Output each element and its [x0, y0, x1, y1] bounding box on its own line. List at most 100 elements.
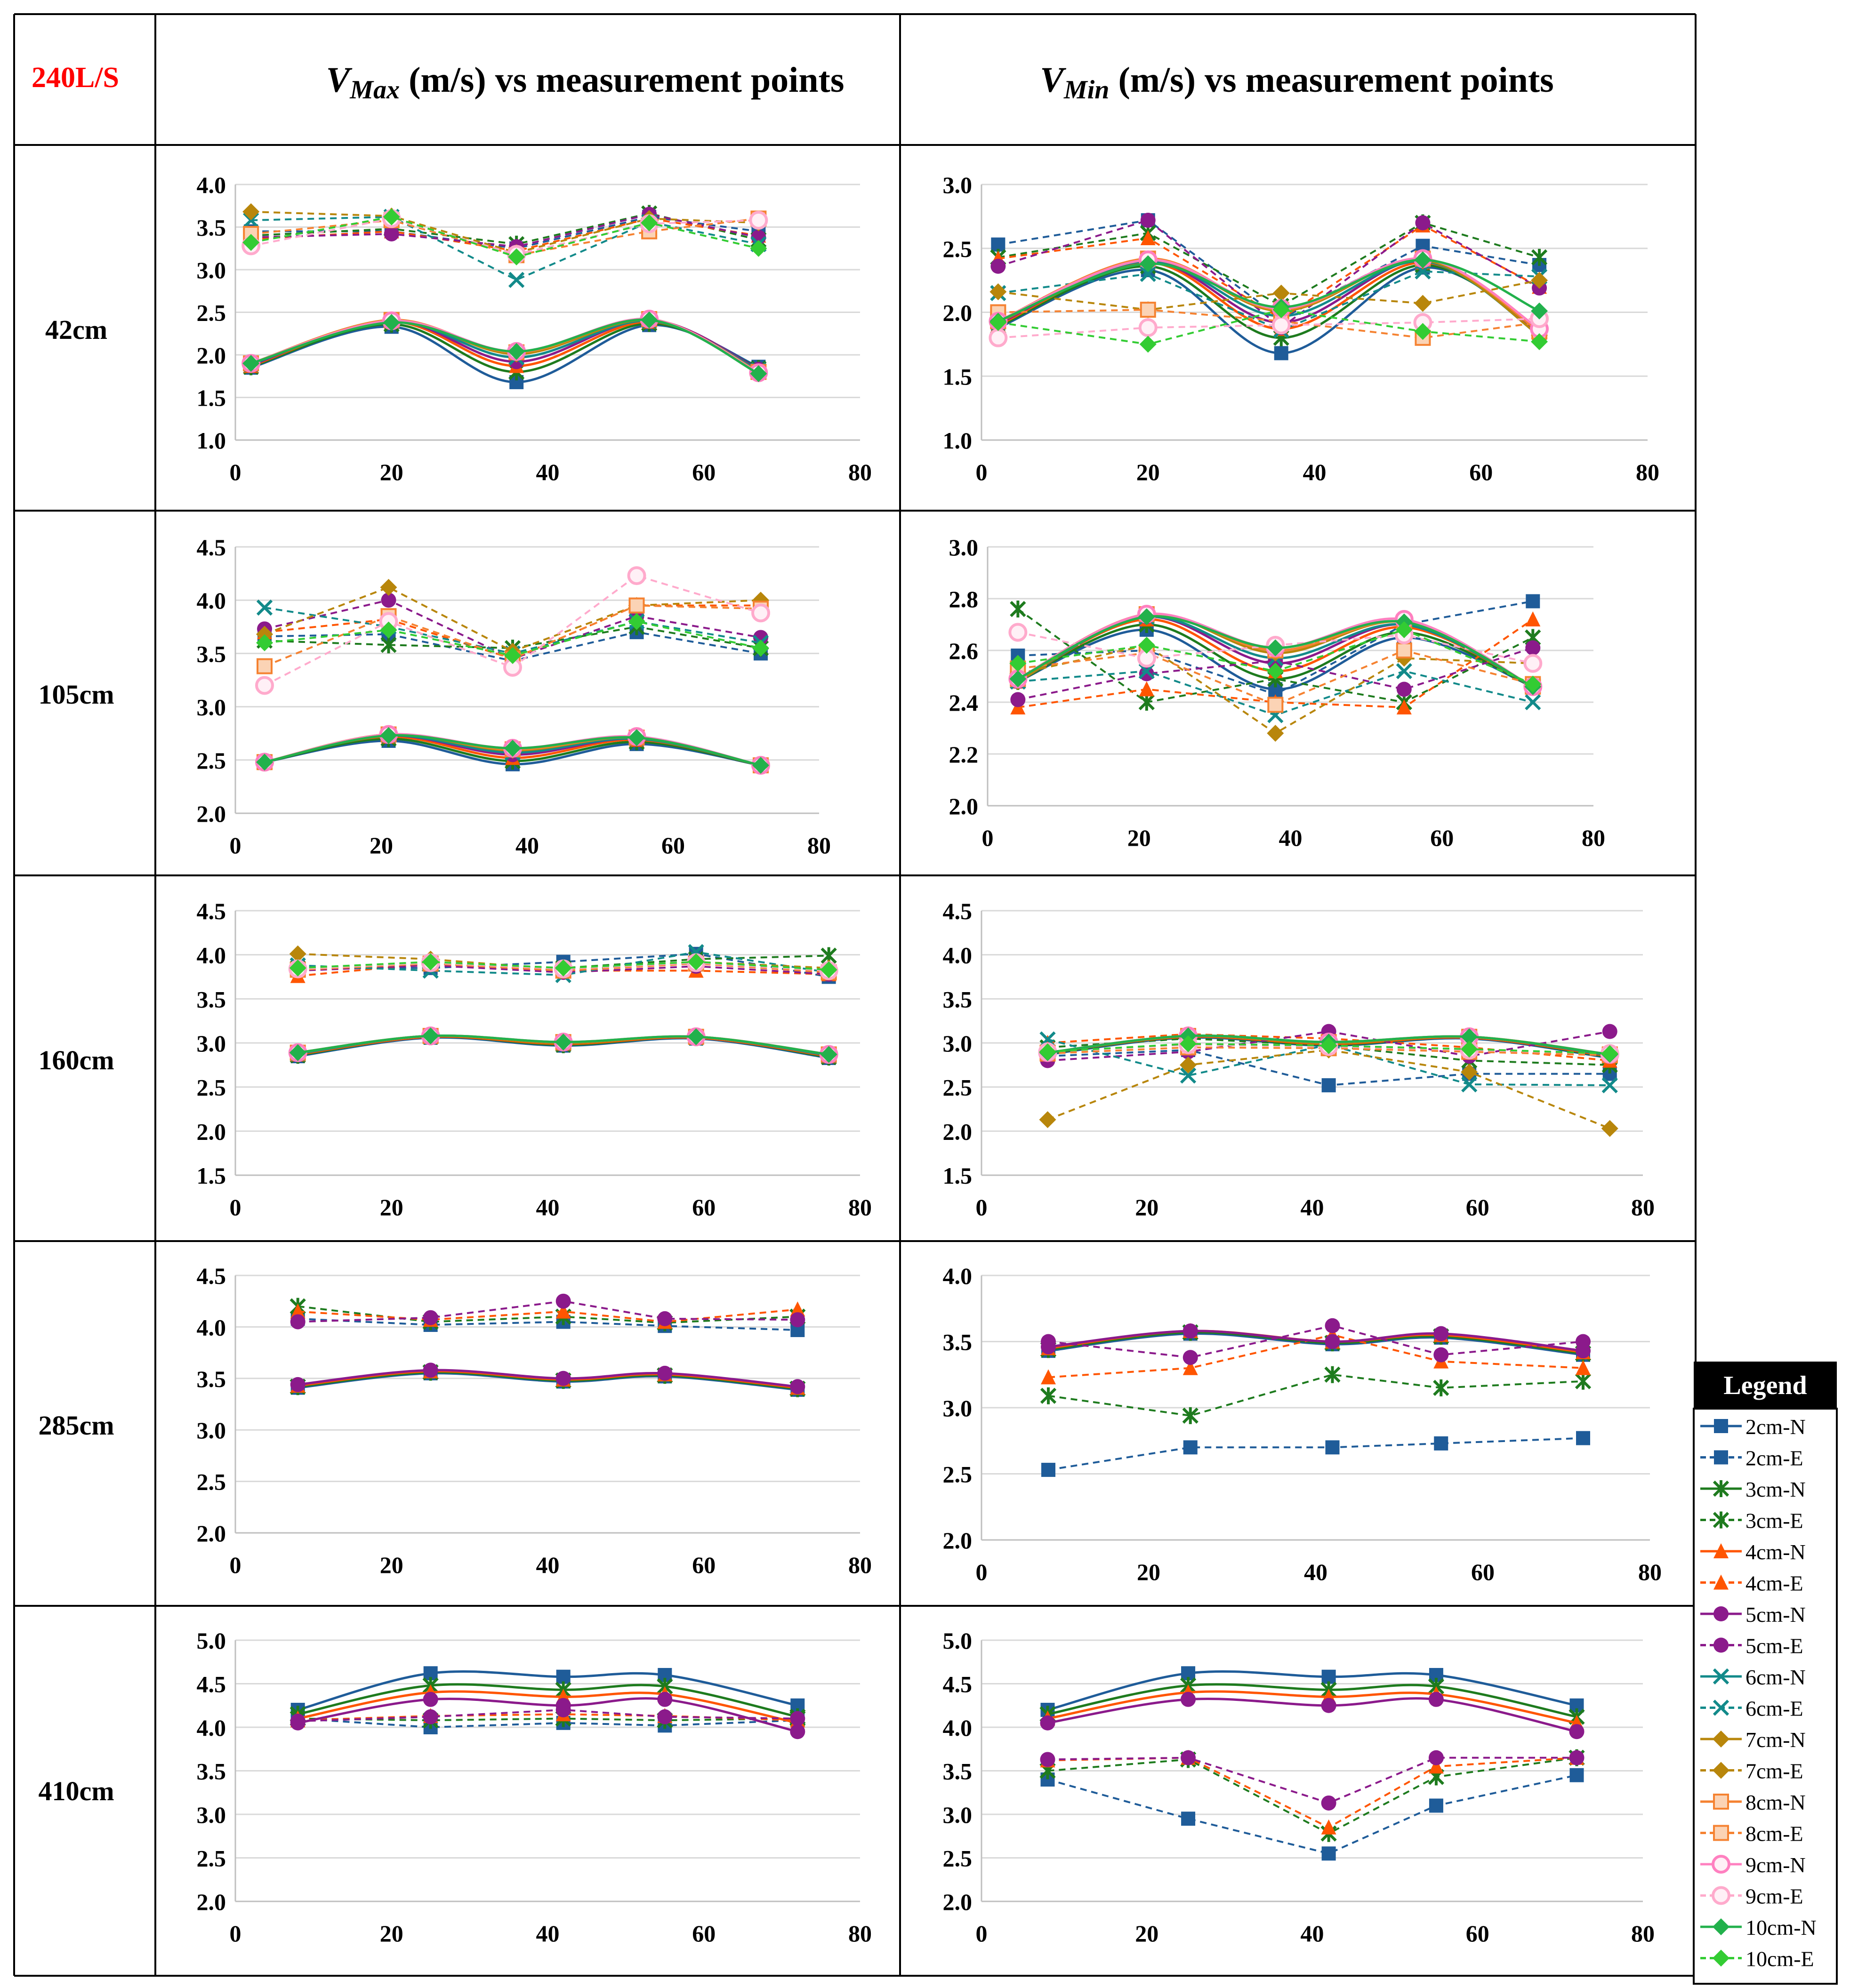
- data-point: [1396, 681, 1412, 697]
- chart-285cm-vmin: 2.0 2.5 3.0 3.5 4.0 0 20 40 60 80: [943, 1263, 1662, 1585]
- x-tick-label: 40: [1301, 1920, 1324, 1947]
- data-point: [1601, 1045, 1618, 1062]
- series-5cm-N: [1041, 1323, 1591, 1359]
- table-grid: [13, 13, 1697, 1977]
- data-point: [1138, 694, 1155, 711]
- legend-swatch-marker: [1713, 1511, 1729, 1529]
- x-tick-label: 60: [692, 1552, 716, 1578]
- data-point: [256, 634, 273, 651]
- data-point: [1415, 215, 1431, 231]
- vmin-sub: Min: [1063, 75, 1110, 104]
- legend-swatch-marker: [1713, 1699, 1729, 1716]
- x-tick-label: 60: [1430, 825, 1454, 851]
- x-tick-label: 20: [1136, 459, 1160, 485]
- series-line: [1047, 1756, 1577, 1829]
- x-tick-label: 80: [1636, 459, 1659, 485]
- series-4cm-E: [290, 1301, 805, 1329]
- y-tick-label: 4.0: [197, 1715, 226, 1741]
- data-point: [1325, 1334, 1340, 1349]
- data-point: [1139, 681, 1154, 697]
- x-tick-label: 60: [692, 1194, 716, 1220]
- data-point: [1181, 1691, 1196, 1707]
- row-label-105cm: 105cm: [38, 679, 114, 710]
- x-tick-label: 60: [1469, 459, 1493, 485]
- data-point: [555, 1303, 571, 1319]
- x-tick-label: 40: [536, 1920, 560, 1947]
- data-point: [1602, 1024, 1617, 1039]
- x-tick-label: 60: [1471, 1559, 1495, 1585]
- legend-item-2cm-E: 2cm-E: [1700, 1446, 1803, 1470]
- legend-label: 10cm-E: [1745, 1947, 1814, 1971]
- data-point: [790, 1301, 805, 1317]
- x-tick-label: 60: [692, 1920, 716, 1947]
- series-9cm-E: [255, 566, 770, 695]
- y-tick-label: 3.0: [943, 1802, 973, 1828]
- data-point: [1429, 1798, 1443, 1813]
- series-line: [251, 210, 759, 254]
- data-point: [422, 1027, 439, 1045]
- series-10cm-E: [1039, 1035, 1618, 1062]
- data-point: [1601, 1077, 1618, 1094]
- series-line: [1048, 1373, 1584, 1417]
- legend-item-3cm-N: 3cm-N: [1700, 1477, 1806, 1501]
- data-point: [1041, 1463, 1055, 1477]
- legend-swatch-marker: [1713, 1480, 1729, 1497]
- legend-label: 3cm-E: [1745, 1509, 1803, 1533]
- series-line: [298, 1308, 798, 1323]
- data-point: [555, 1034, 572, 1051]
- data-point: [555, 1702, 571, 1717]
- y-tick-label: 2.0: [197, 1889, 226, 1915]
- y-tick-label: 3.0: [197, 1802, 226, 1828]
- data-point: [257, 658, 273, 674]
- series-10cm-N: [256, 727, 769, 774]
- x-tick-label: 80: [848, 1194, 872, 1220]
- data-point: [380, 636, 397, 654]
- x-tick-label: 80: [1631, 1920, 1655, 1947]
- data-point: [380, 579, 397, 596]
- x-tick-label: 0: [230, 1194, 241, 1220]
- y-tick-label: 3.0: [197, 694, 226, 721]
- data-point: [1274, 346, 1288, 361]
- data-point: [290, 1314, 306, 1330]
- y-tick-label: 5.0: [197, 1627, 226, 1654]
- data-point: [1461, 1041, 1478, 1058]
- data-point: [1324, 1366, 1341, 1383]
- y-tick-label: 4.0: [943, 1263, 973, 1289]
- legend-label: 2cm-E: [1745, 1446, 1803, 1470]
- data-point: [1009, 655, 1027, 672]
- data-point: [423, 1691, 438, 1707]
- data-point: [749, 211, 768, 230]
- legend-item-9cm-E: 9cm-E: [1700, 1884, 1803, 1908]
- legend-item-9cm-N: 9cm-N: [1700, 1853, 1806, 1877]
- data-point: [1140, 230, 1156, 246]
- x-tick-label: 40: [536, 459, 560, 485]
- data-point: [1321, 1078, 1336, 1092]
- data-point: [256, 599, 273, 616]
- data-point: [1182, 1350, 1198, 1365]
- vmax-var: V: [326, 60, 353, 100]
- data-point: [1008, 623, 1028, 642]
- series-line: [998, 222, 1540, 307]
- legend-item-4cm-N: 4cm-N: [1700, 1540, 1806, 1564]
- chart-105cm-vmin: 2.0 2.2 2.4 2.6 2.8 3.0 0 20 40 60 80: [949, 534, 1606, 851]
- x-tick-label: 40: [1303, 459, 1327, 485]
- legend-item-7cm-N: 7cm-N: [1700, 1728, 1806, 1752]
- y-tick-label: 1.5: [943, 1162, 973, 1189]
- data-point: [290, 1377, 306, 1392]
- data-point: [1531, 302, 1548, 320]
- data-point: [790, 1379, 805, 1395]
- legend-item-6cm-N: 6cm-N: [1700, 1665, 1806, 1689]
- data-point: [243, 212, 259, 229]
- y-tick-label: 1.5: [197, 1162, 226, 1189]
- x-tick-label: 80: [1582, 825, 1605, 851]
- legend-label: 7cm-N: [1745, 1728, 1806, 1752]
- y-tick-label: 4.0: [197, 172, 226, 198]
- y-tick-label: 2.5: [197, 747, 226, 774]
- data-point: [1039, 1043, 1056, 1060]
- data-point: [1140, 213, 1156, 228]
- data-point: [289, 945, 306, 962]
- x-tick-label: 60: [1466, 1920, 1489, 1947]
- data-point: [1531, 248, 1548, 266]
- data-point: [1525, 640, 1541, 656]
- chart-42cm-vmax: 1.0 1.5 2.0 2.5 3.0 3.5 4.0 0 20 40 60 80: [197, 172, 872, 485]
